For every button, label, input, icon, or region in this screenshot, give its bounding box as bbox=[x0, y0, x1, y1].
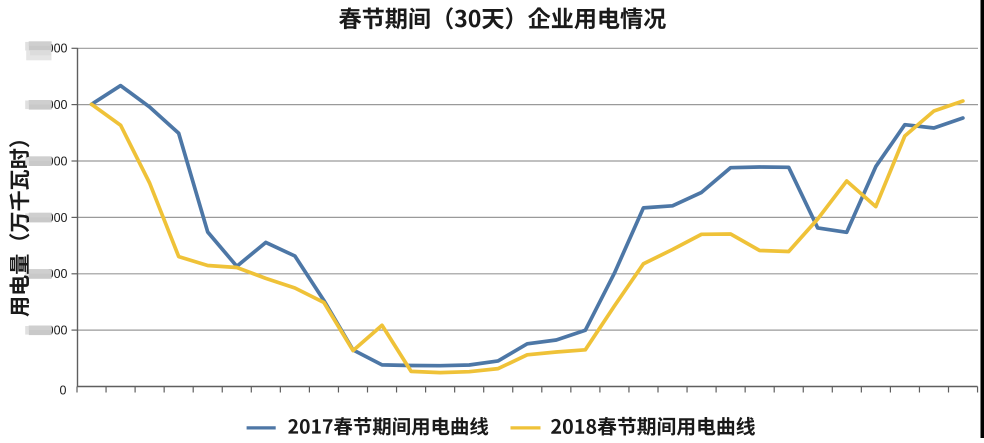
svg-text:0: 0 bbox=[60, 383, 67, 397]
